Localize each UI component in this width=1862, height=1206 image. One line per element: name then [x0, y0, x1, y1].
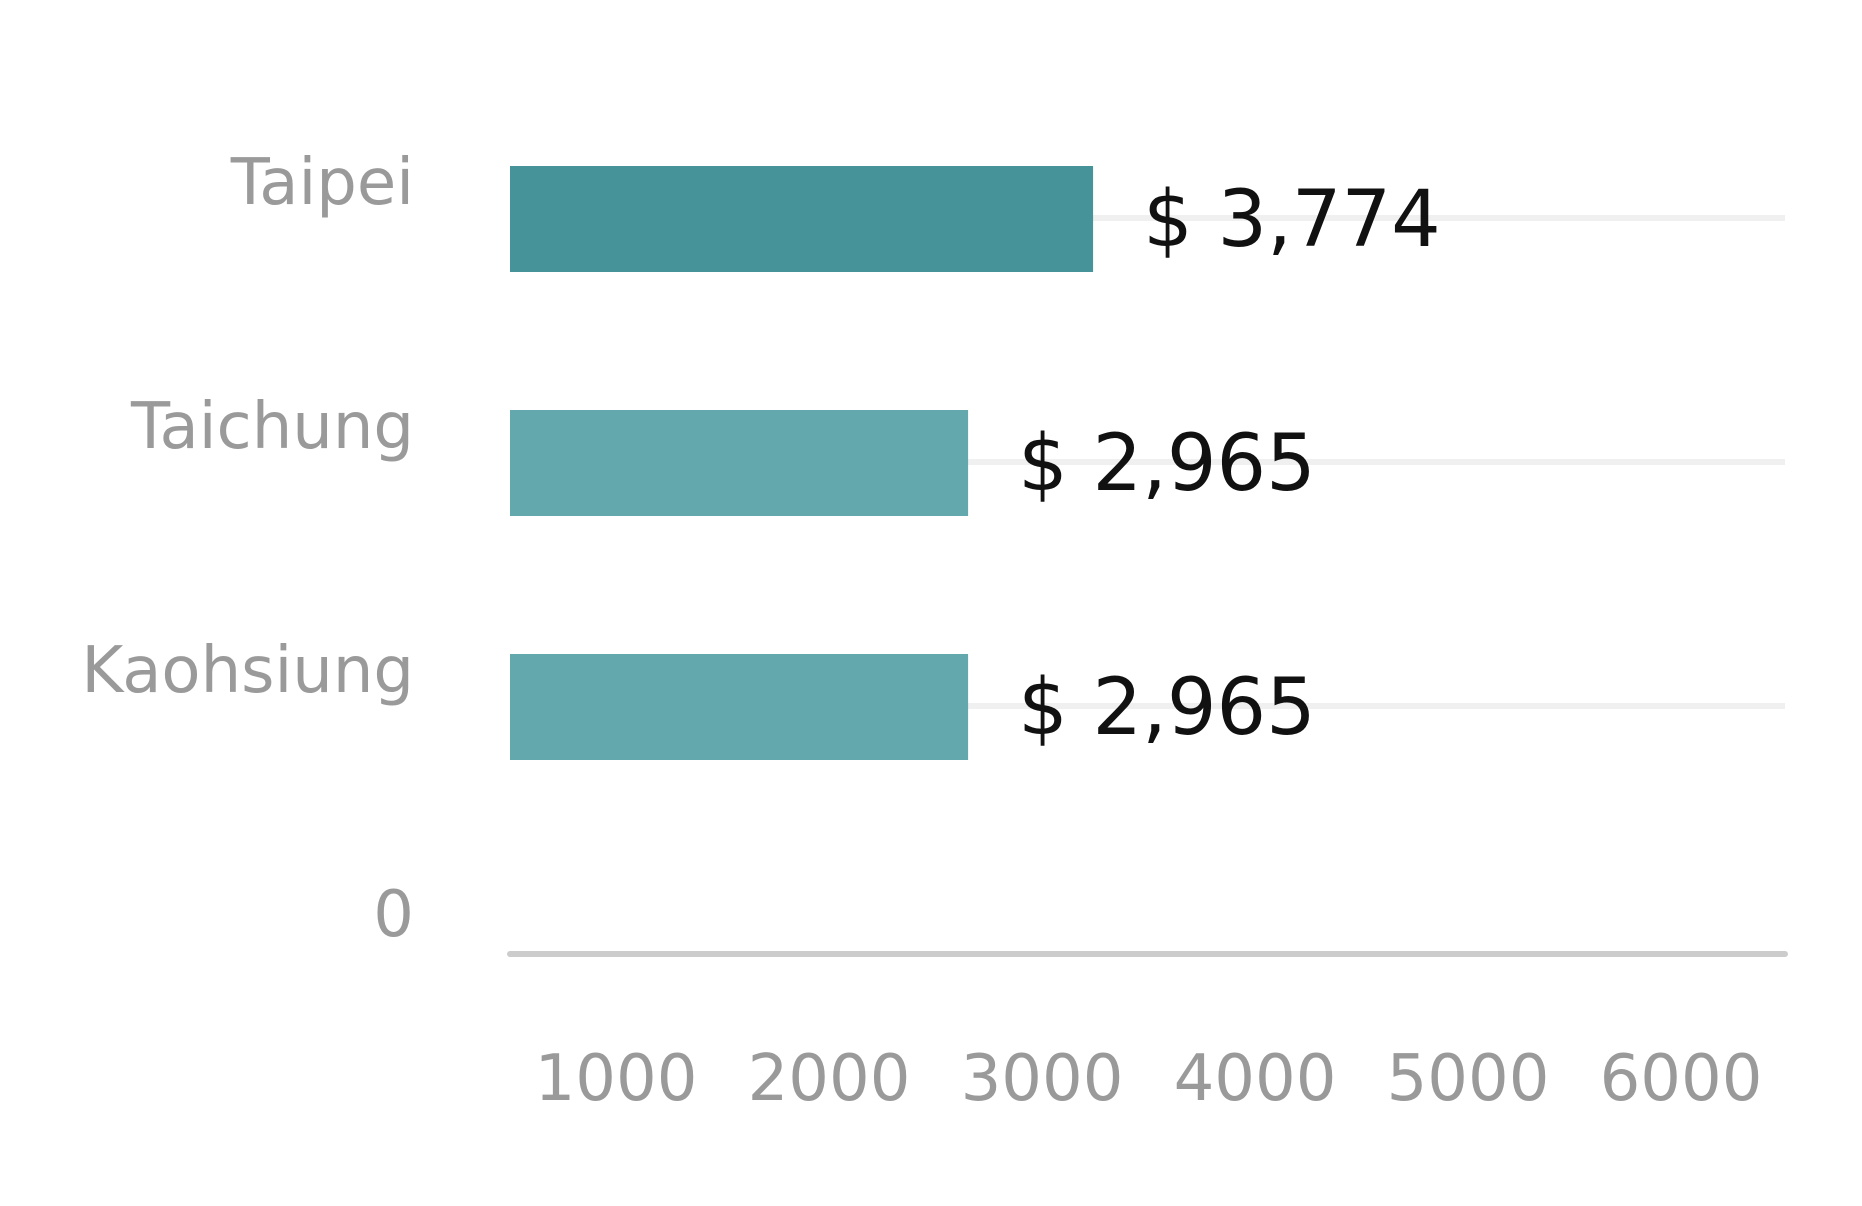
- bars: [510, 166, 1094, 760]
- value-labels: $ 3,774 $ 2,965 $ 2,965: [1018, 175, 1441, 753]
- bar-taichung: [510, 410, 969, 516]
- bar-taipei: [510, 166, 1094, 272]
- category-label-0: 0: [373, 878, 414, 952]
- category-label-taipei: Taipei: [230, 146, 414, 220]
- category-label-kaohsiung: Kaohsiung: [81, 634, 414, 708]
- x-tick-label: 3000: [961, 1042, 1124, 1116]
- x-tick-label: 2000: [748, 1042, 911, 1116]
- x-tick-label: 1000: [535, 1042, 698, 1116]
- bar-kaohsiung: [510, 654, 969, 760]
- x-tick-labels: 1000 2000 3000 4000 5000 6000: [535, 1042, 1763, 1116]
- x-tick-label: 4000: [1174, 1042, 1337, 1116]
- value-label-taichung: $ 2,965: [1018, 419, 1316, 509]
- category-label-taichung: Taichung: [130, 390, 414, 464]
- x-tick-label: 5000: [1387, 1042, 1550, 1116]
- value-label-taipei: $ 3,774: [1143, 175, 1441, 265]
- category-labels: Taipei Taichung Kaohsiung 0: [81, 146, 414, 952]
- x-tick-label: 6000: [1600, 1042, 1763, 1116]
- value-label-kaohsiung: $ 2,965: [1018, 663, 1316, 753]
